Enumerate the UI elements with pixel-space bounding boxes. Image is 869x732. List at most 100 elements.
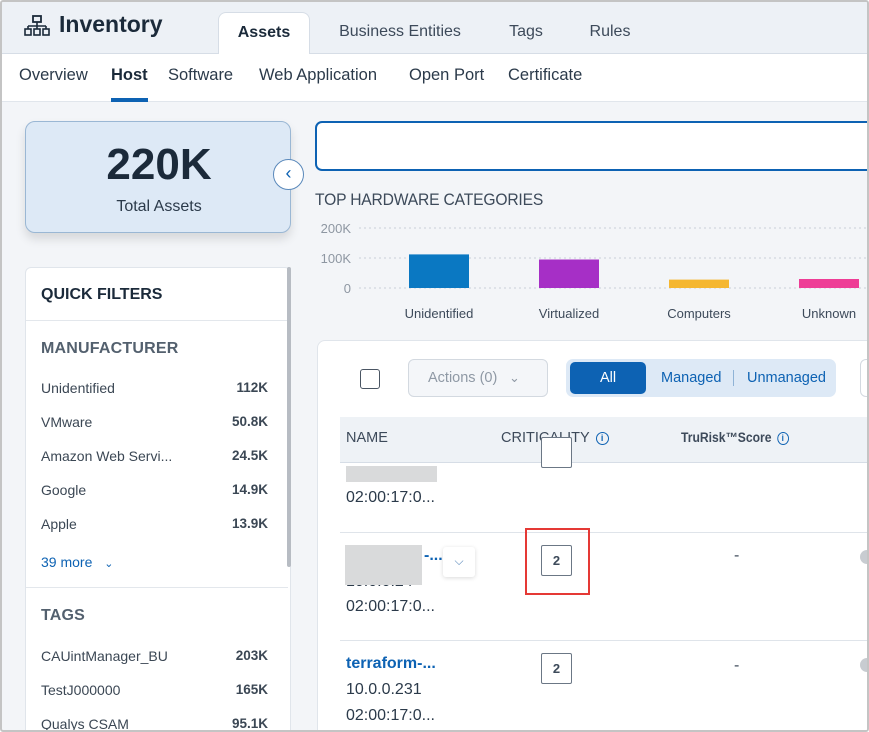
chevron-down-icon: ⌵ [454, 554, 464, 568]
quick-filters-panel: QUICK FILTERS MANUFACTURER Unidentified … [25, 267, 291, 732]
filter-item[interactable]: Unidentified 112K [41, 380, 268, 400]
info-icon[interactable]: i [595, 432, 609, 445]
chevron-down-icon: ⌄ [509, 370, 520, 385]
criticality-badge[interactable]: 2 [541, 545, 572, 576]
hierarchy-icon [24, 15, 50, 36]
divider [26, 320, 288, 321]
redacted-text [345, 545, 422, 585]
subnav-web-application[interactable]: Web Application [259, 66, 378, 84]
show-more-link[interactable]: 39 more ⌄ [41, 554, 113, 570]
tab-business-entities[interactable]: Business Entities [339, 23, 461, 40]
asset-name-link[interactable]: terraform-... [346, 655, 436, 672]
bar [799, 279, 859, 288]
table-row[interactable]: -... 10.0.0.24 02:00:17:0... 2 - [340, 533, 867, 641]
filter-item-label: TestJ000000 [41, 682, 121, 698]
status-dot-icon [860, 658, 867, 672]
trurisk-score: - [734, 547, 740, 564]
column-header-trurisk[interactable]: TruRisk™Score i [681, 430, 789, 445]
filter-item-count: 50.8K [231, 414, 268, 429]
x-tick-label: Virtualized [539, 306, 599, 321]
manufacturer-section-title: MANUFACTURER [41, 340, 179, 357]
filter-item[interactable]: Amazon Web Servi... 24.5K [41, 448, 268, 468]
mac-address: 02:00:17:0... [346, 489, 435, 506]
tab-rules[interactable]: Rules [589, 23, 631, 40]
search-input[interactable] [315, 121, 867, 171]
subnav-certificate[interactable]: Certificate [508, 66, 583, 84]
redacted-text [346, 466, 437, 482]
filter-item[interactable]: Google 14.9K [41, 482, 268, 502]
filter-item-label: Apple [41, 516, 77, 532]
filter-item-label: Unidentified [41, 380, 115, 396]
info-icon[interactable]: i [776, 432, 789, 445]
chart-title: TOP HARDWARE CATEGORIES [315, 190, 544, 209]
more-options-button[interactable] [860, 359, 867, 397]
asset-name-link[interactable]: -... [424, 547, 443, 564]
total-assets-value: 220K [106, 140, 212, 189]
filter-item-label: CAUintManager_BU [41, 648, 168, 664]
x-tick-label: Computers [667, 306, 731, 321]
sub-navigation: Overview Host Software Web Application O… [2, 54, 867, 102]
criticality-badge[interactable]: 2 [541, 653, 572, 684]
filter-item-count: 24.5K [231, 448, 268, 463]
collapse-panel-button[interactable]: ‹ [273, 159, 304, 190]
hardware-categories-chart: 200K 100K 0 Unidentified Virtualized Computer… [321, 221, 867, 321]
filter-item[interactable]: Apple 13.9K [41, 516, 268, 536]
bar [539, 259, 599, 288]
column-label: TruRisk™Score [681, 430, 772, 445]
total-assets-label: Total Assets [116, 198, 202, 215]
bar [409, 254, 469, 288]
filter-item-count: 165K [235, 682, 268, 697]
filter-item-count: 203K [235, 648, 268, 663]
y-tick-label: 100K [321, 251, 352, 266]
x-tick-label: Unidentified [405, 306, 474, 321]
filter-item[interactable]: CAUintManager_BU 203K [41, 648, 268, 668]
filter-item-label: Google [41, 482, 87, 498]
subnav-software[interactable]: Software [168, 66, 234, 84]
filter-item-label: Qualys CSAM [41, 716, 129, 732]
divider [733, 370, 734, 386]
mac-address: 02:00:17:0... [346, 598, 435, 615]
app-title: Inventory [59, 11, 163, 37]
subnav-open-port[interactable]: Open Port [409, 66, 485, 84]
tab-assets[interactable]: Assets [218, 12, 310, 54]
column-header-name[interactable]: NAME [346, 430, 388, 446]
criticality-badge[interactable] [541, 437, 572, 468]
filter-item[interactable]: VMware 50.8K [41, 414, 268, 434]
subnav-host[interactable]: Host [111, 66, 148, 102]
actions-dropdown[interactable]: Actions (0) ⌄ [408, 359, 548, 397]
expand-row-button[interactable]: ⌵ [443, 547, 475, 577]
y-tick-label: 200K [321, 221, 352, 236]
column-label: NAME [346, 430, 388, 446]
filter-item[interactable]: Qualys CSAM 95.1K [41, 716, 268, 732]
filter-unmanaged-button[interactable]: Unmanaged [747, 370, 826, 386]
x-tick-label: Unknown [802, 306, 856, 321]
management-filter: All Managed Unmanaged [566, 359, 836, 397]
mac-address: 02:00:17:0... [346, 707, 435, 724]
chevron-left-icon: ‹ [285, 163, 292, 183]
subnav-overview[interactable]: Overview [19, 66, 88, 84]
filter-item[interactable]: TestJ000000 165K [41, 682, 268, 702]
show-more-label: 39 more [41, 554, 93, 570]
double-chevron-down-icon: ⌄ [104, 558, 114, 570]
bar [669, 279, 729, 288]
filter-managed-button[interactable]: Managed [661, 370, 722, 386]
ip-address: 10.0.0.231 [346, 681, 422, 698]
trurisk-score: - [734, 657, 740, 674]
divider [26, 587, 288, 588]
filter-item-label: VMware [41, 414, 93, 430]
select-all-checkbox[interactable] [360, 369, 380, 389]
filter-item-count: 112K [236, 380, 268, 395]
total-assets-card[interactable]: 220K Total Assets [25, 121, 291, 233]
highlight-annotation [525, 528, 590, 595]
table-row[interactable]: 02:00:17:0... [340, 437, 867, 533]
filter-item-count: 13.9K [231, 516, 268, 531]
actions-label: Actions (0) [428, 370, 498, 386]
filter-all-button[interactable]: All [570, 362, 646, 394]
table-row[interactable]: terraform-... 10.0.0.231 02:00:17:0... 2… [340, 641, 867, 730]
quick-filters-title: QUICK FILTERS [41, 286, 163, 303]
filter-item-count: 95.1K [231, 716, 268, 731]
quick-filters-scrollbar[interactable] [287, 267, 291, 567]
tab-tags[interactable]: Tags [509, 23, 543, 40]
